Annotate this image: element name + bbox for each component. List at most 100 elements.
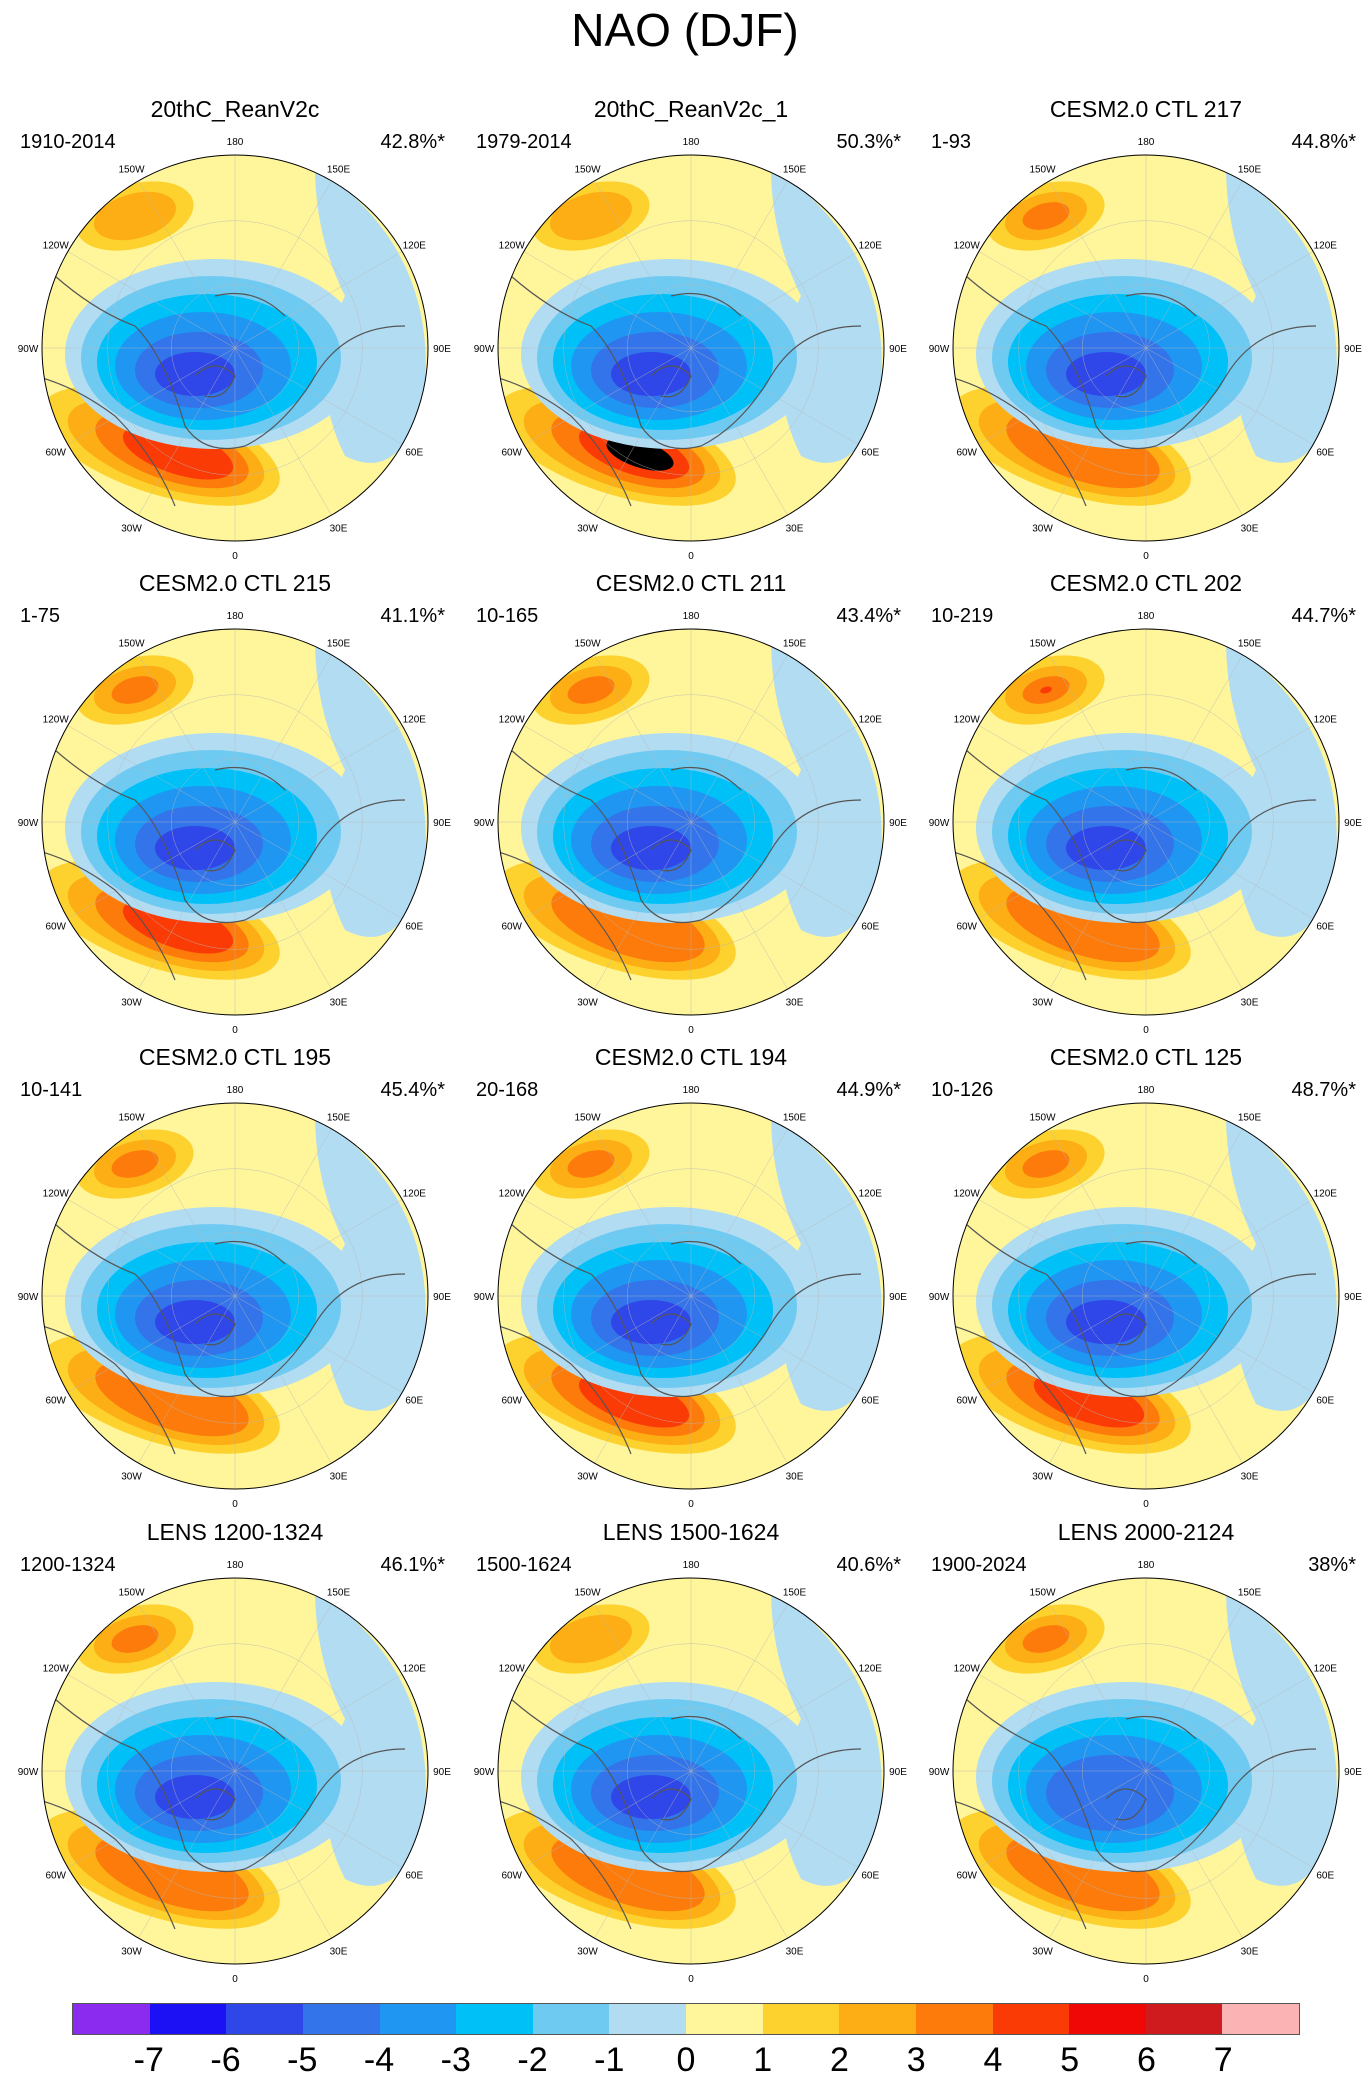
longitude-label: 30E bbox=[786, 523, 804, 534]
contour-negative-arctic bbox=[1046, 1755, 1174, 1831]
longitude-label: 180 bbox=[227, 137, 244, 148]
longitude-label: 120E bbox=[1314, 715, 1338, 726]
longitude-label: 30E bbox=[786, 1946, 804, 1957]
colorbar-tick-label: 2 bbox=[830, 2041, 849, 2079]
longitude-label: 30E bbox=[786, 997, 804, 1008]
longitude-label: 180 bbox=[683, 137, 700, 148]
longitude-label: 180 bbox=[683, 1085, 700, 1096]
longitude-label: 120E bbox=[859, 1664, 883, 1675]
longitude-label: 60E bbox=[861, 448, 879, 459]
longitude-label: 0 bbox=[1143, 1974, 1149, 1985]
contour-field bbox=[498, 155, 884, 541]
polar-map: 180 150E 120E 90E 60E 30E 0 30W 60W 90W 120W 150W bbox=[929, 1560, 1363, 1985]
panel-period: 1200-1324 bbox=[20, 1554, 116, 1576]
panel-title: CESM2.0 CTL 202 bbox=[1049, 570, 1243, 596]
colorbar-tick-label: -2 bbox=[517, 2041, 548, 2079]
longitude-label: 150W bbox=[1029, 1113, 1056, 1124]
longitude-label: 150E bbox=[1238, 639, 1262, 650]
colorbar-segment bbox=[379, 2004, 457, 2034]
longitude-label: 30W bbox=[121, 1946, 142, 1957]
panel-title: CESM2.0 CTL 215 bbox=[138, 570, 332, 596]
longitude-label: 120W bbox=[954, 1189, 981, 1200]
longitude-label: 90E bbox=[1344, 1292, 1362, 1303]
explained-variance: 46.1%* bbox=[380, 1554, 446, 1576]
contour-positive-pacific bbox=[111, 1150, 159, 1178]
colorbar-tick-label: -6 bbox=[210, 2041, 241, 2079]
colorbar-segment bbox=[149, 2004, 227, 2034]
longitude-label: 0 bbox=[688, 1974, 694, 1985]
longitude-label: 0 bbox=[688, 1499, 694, 1510]
longitude-label: 150E bbox=[327, 639, 351, 650]
graticule bbox=[953, 1103, 1339, 1489]
longitude-label: 150W bbox=[574, 1113, 601, 1124]
contour-negative-arctic bbox=[155, 1775, 235, 1819]
longitude-label: 120W bbox=[499, 1664, 526, 1675]
coastlines bbox=[498, 275, 862, 507]
panel-period: 1979-2014 bbox=[476, 131, 572, 153]
polar-map: 180 150E 120E 90E 60E 30E 0 30W 60W 90W 120W 150W bbox=[929, 137, 1363, 562]
longitude-label: 90W bbox=[18, 344, 39, 355]
longitude-label: 60E bbox=[405, 1396, 423, 1407]
longitude-label: 30W bbox=[121, 523, 142, 534]
longitude-label: 90E bbox=[1344, 818, 1362, 829]
explained-variance: 38%* bbox=[1308, 1554, 1356, 1576]
longitude-label: 120E bbox=[1314, 241, 1338, 252]
longitude-label: 30W bbox=[577, 997, 598, 1008]
longitude-label: 60E bbox=[1316, 1396, 1334, 1407]
panel-period: 1-93 bbox=[931, 131, 972, 153]
longitude-label: 60W bbox=[956, 1871, 977, 1882]
coastlines bbox=[498, 749, 862, 981]
graticule bbox=[42, 1578, 428, 1964]
longitude-label: 30W bbox=[577, 1946, 598, 1957]
coastlines bbox=[498, 1698, 862, 1930]
colorbar-segment bbox=[226, 2004, 303, 2034]
longitude-label: 60E bbox=[861, 922, 879, 933]
map-border bbox=[497, 628, 885, 1016]
longitude-label: 30W bbox=[1032, 1471, 1053, 1482]
contour-positive-pacific bbox=[111, 676, 159, 704]
longitude-label: 90E bbox=[889, 344, 907, 355]
longitude-label: 90E bbox=[1344, 344, 1362, 355]
longitude-label: 0 bbox=[232, 551, 238, 562]
longitude-label: 60E bbox=[861, 1871, 879, 1882]
panel-period: 20-168 bbox=[476, 1079, 539, 1101]
longitude-label: 60E bbox=[405, 448, 423, 459]
colorbar-tick-label: -5 bbox=[287, 2041, 318, 2079]
graticule bbox=[953, 629, 1339, 1015]
contour-positive-pacific bbox=[550, 1614, 632, 1664]
polar-map: 180 150E 120E 90E 60E 30E 0 30W 60W 90W 120W 150W bbox=[474, 611, 908, 1036]
panel-period: 1900-2024 bbox=[931, 1554, 1027, 1576]
colorbar-tick-label: 5 bbox=[1060, 2041, 1080, 2079]
longitude-label: 30W bbox=[1032, 997, 1053, 1008]
map-panel: CESM2.0 CTL 195 10-141 45.4%* 180 150E 120E 90… bbox=[15, 1044, 455, 1514]
longitude-label: 150E bbox=[783, 165, 807, 176]
panel-period: 1500-1624 bbox=[476, 1554, 572, 1576]
contour-negative-arctic bbox=[1066, 352, 1146, 396]
longitude-label: 120W bbox=[43, 1664, 70, 1675]
explained-variance: 48.7%* bbox=[1291, 1079, 1357, 1101]
explained-variance: 42.8%* bbox=[380, 131, 446, 153]
contour-field bbox=[498, 1578, 884, 1964]
longitude-label: 120W bbox=[499, 241, 526, 252]
panel-period: 10-165 bbox=[476, 605, 539, 627]
contour-field bbox=[42, 1578, 428, 1964]
longitude-label: 30E bbox=[1241, 1471, 1259, 1482]
longitude-label: 90E bbox=[433, 818, 451, 829]
longitude-label: 120W bbox=[499, 715, 526, 726]
colorbar-segment bbox=[992, 2004, 1070, 2034]
colorbar bbox=[72, 2003, 1300, 2035]
longitude-label: 90W bbox=[474, 818, 495, 829]
graticule bbox=[42, 629, 428, 1015]
longitude-label: 120W bbox=[43, 241, 70, 252]
longitude-label: 0 bbox=[1143, 1499, 1149, 1510]
longitude-label: 90E bbox=[889, 818, 907, 829]
longitude-label: 120W bbox=[954, 715, 981, 726]
longitude-label: 150E bbox=[1238, 165, 1262, 176]
map-panel: LENS 1200-1324 1200-1324 46.1%* 180 150E 120E… bbox=[15, 1519, 455, 1989]
colorbar-tick-label: -7 bbox=[133, 2041, 164, 2079]
longitude-label: 60E bbox=[1316, 448, 1334, 459]
explained-variance: 43.4%* bbox=[836, 605, 902, 627]
longitude-label: 180 bbox=[683, 611, 700, 622]
longitude-label: 60W bbox=[501, 1396, 522, 1407]
longitude-label: 30E bbox=[330, 997, 348, 1008]
